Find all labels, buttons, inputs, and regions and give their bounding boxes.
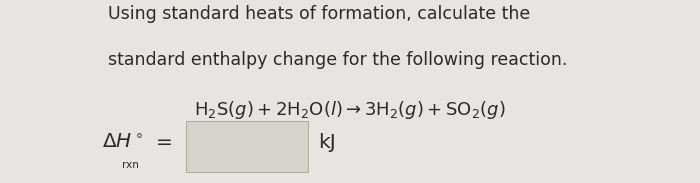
Text: rxn: rxn [122, 160, 139, 170]
Text: $\mathrm{H_2S}(g) + 2\mathrm{H_2O}(l) \rightarrow 3\mathrm{H_2}(g) + \mathrm{SO_: $\mathrm{H_2S}(g) + 2\mathrm{H_2O}(l) \r… [194, 99, 506, 121]
Text: =: = [156, 133, 173, 152]
Text: $\Delta H^\circ$: $\Delta H^\circ$ [102, 133, 143, 152]
Text: standard enthalpy change for the following reaction.: standard enthalpy change for the followi… [108, 51, 568, 69]
FancyBboxPatch shape [186, 121, 308, 172]
Text: Using standard heats of formation, calculate the: Using standard heats of formation, calcu… [108, 5, 531, 23]
Text: kJ: kJ [318, 133, 336, 152]
